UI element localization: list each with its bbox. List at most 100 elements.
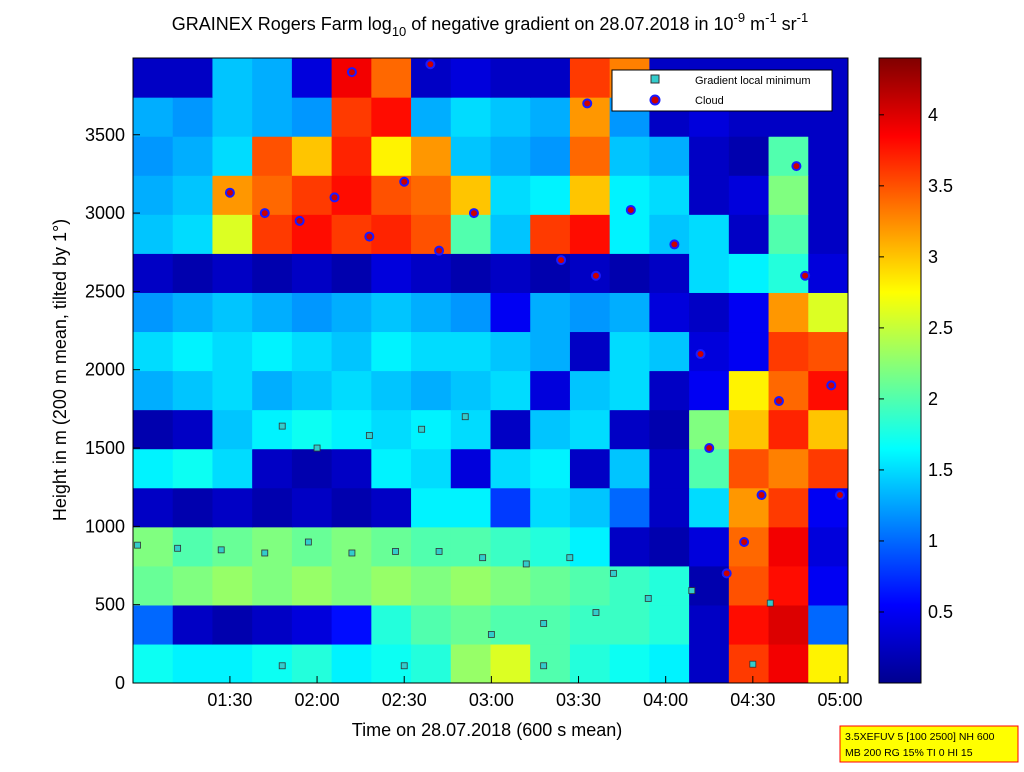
heatmap-cell: [808, 214, 848, 254]
heatmap-cell: [291, 448, 333, 489]
heatmap-cell: [291, 526, 333, 567]
x-tick-label: 02:00: [295, 690, 340, 710]
heatmap-cell: [172, 97, 214, 137]
legend-label: Gradient local minimum: [695, 75, 811, 87]
heatmap-cell: [609, 604, 650, 645]
gradient-minimum: [592, 609, 600, 616]
heatmap-cell: [689, 370, 730, 411]
heatmap-cell: [411, 136, 452, 176]
heatmap-cell: [808, 370, 848, 411]
heatmap-cell: [172, 643, 214, 683]
heatmap-cell: [569, 58, 611, 98]
heatmap-cell: [490, 97, 531, 137]
heatmap-cell: [371, 292, 412, 333]
gradient-minimum: [487, 631, 495, 638]
heatmap-cell: [490, 604, 531, 645]
heatmap-cell: [331, 253, 372, 293]
gradient-minimum: [609, 569, 617, 577]
heatmap-cell: [768, 292, 809, 333]
gradient-minimum: [479, 554, 487, 562]
heatmap-cell: [252, 526, 293, 567]
heatmap-cell: [411, 175, 452, 215]
heatmap-cell: [490, 448, 531, 489]
colorbar-tick-label: 4: [928, 105, 938, 125]
heatmap-cell: [569, 292, 611, 333]
heatmap-cell: [172, 448, 214, 489]
cloud-point: [773, 396, 784, 407]
heatmap-cell: [530, 370, 571, 411]
heatmap-cell: [689, 214, 730, 254]
heatmap-cell: [569, 604, 611, 645]
heatmap-cell: [371, 565, 412, 606]
heatmap-cell: [649, 643, 690, 683]
gradient-minimum: [134, 541, 141, 549]
heatmap-cell: [411, 370, 452, 411]
heatmap-cell: [609, 526, 650, 567]
colorbar-tick-label: 1: [928, 531, 938, 551]
heatmap-cell: [331, 604, 372, 645]
heatmap-cell: [728, 136, 770, 176]
heatmap-cell: [649, 604, 690, 645]
heatmap-cell: [212, 292, 253, 333]
gradient-minimum: [365, 432, 373, 439]
title-part: of negative gradient on 28.07.2018 in 10: [406, 14, 733, 34]
heatmap-cell: [172, 58, 214, 98]
heatmap-cell: [569, 370, 611, 411]
cloud-point: [346, 67, 357, 78]
heatmap-cell: [689, 331, 730, 372]
heatmap-cell: [371, 136, 412, 176]
heatmap-cell: [490, 331, 531, 372]
heatmap-cell: [808, 565, 848, 606]
heatmap-cell: [252, 175, 293, 215]
heatmap-cell: [569, 409, 611, 450]
heatmap-cell: [728, 448, 770, 489]
cloud-point: [625, 204, 636, 215]
title-sup: -9: [734, 10, 746, 25]
heatmap-cell: [530, 409, 571, 450]
cloud-point: [259, 208, 270, 219]
heatmap-cell: [252, 565, 293, 606]
heatmap-cell: [411, 643, 452, 683]
heatmap-cell: [768, 214, 809, 254]
heatmap-cell: [291, 487, 333, 528]
heatmap-cell: [490, 370, 531, 411]
colorbar-tick-label: 3: [928, 247, 938, 267]
cloud-point: [468, 208, 479, 219]
heatmap-cell: [133, 253, 174, 293]
title-sub: 10: [392, 24, 406, 39]
heatmap-cell: [808, 253, 848, 293]
gradient-minimum: [766, 599, 774, 607]
heatmap-cell: [808, 409, 848, 450]
y-tick-label: 2000: [85, 360, 125, 380]
heatmap-cell: [689, 604, 730, 645]
heatmap-cell: [291, 370, 333, 411]
heatmap-cell: [291, 643, 333, 683]
heatmap-cell: [371, 370, 412, 411]
heatmap-cell: [768, 565, 809, 606]
gradient-minimum: [400, 662, 408, 670]
heatmap-cell: [371, 331, 412, 372]
info-box: 3.5XEFUV 5 [100 2500] NH 600 MB 200 RG 1…: [839, 725, 1019, 763]
heatmap-cell: [133, 565, 174, 606]
heatmap-cell: [291, 253, 333, 293]
heatmap-cell: [490, 409, 531, 450]
heatmap-cell: [689, 643, 730, 683]
heatmap-cell: [252, 214, 293, 254]
heatmap-cell: [450, 487, 492, 528]
heatmap-cell: [411, 292, 452, 333]
heatmap-cell: [728, 175, 770, 215]
gradient-minimum: [540, 620, 548, 627]
colorbar-ticks: 0.5 1 1.5 2 2.5 3 3.5 4: [879, 105, 953, 622]
legend: Gradient local minimum Cloud: [611, 69, 833, 112]
axes: 01:30 02:00 02:30 03:00 03:30 04:00 04:30 05:00…: [85, 57, 863, 710]
y-tick-label: 1000: [85, 516, 125, 536]
gradient-minimum: [304, 538, 312, 546]
heatmap-cell: [768, 643, 809, 683]
heatmap-cell: [172, 565, 214, 606]
heatmap-cell: [411, 214, 452, 254]
cloud-point: [800, 270, 811, 281]
colorbar-tick-label: 2: [928, 389, 938, 409]
heatmap-cell: [569, 331, 611, 372]
heatmap-cell: [291, 136, 333, 176]
y-tick-label: 0: [115, 673, 125, 693]
